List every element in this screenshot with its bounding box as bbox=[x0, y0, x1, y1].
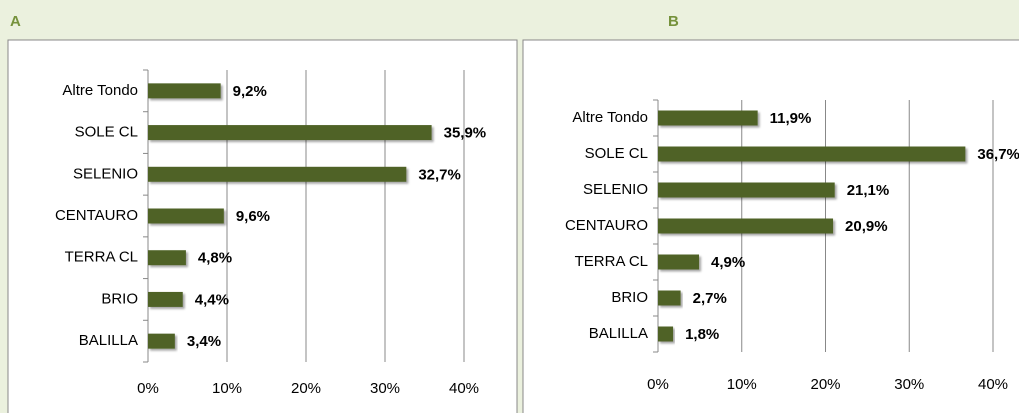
x-tick-label: 30% bbox=[894, 376, 924, 393]
bar bbox=[148, 291, 183, 307]
y-tick-label: CENTAURO bbox=[565, 217, 648, 234]
x-tick-label: 10% bbox=[212, 380, 242, 397]
y-tick-label: SOLE CL bbox=[585, 145, 648, 162]
x-tick-label: 40% bbox=[978, 376, 1008, 393]
y-tick-label: SELENIO bbox=[73, 165, 138, 182]
data-label: 11,9% bbox=[770, 110, 812, 127]
x-tick-label: 0% bbox=[137, 380, 159, 397]
chart-title: A bbox=[10, 13, 21, 30]
y-tick-label: Altre Tondo bbox=[572, 109, 648, 126]
bar bbox=[148, 208, 224, 224]
x-tick-label: 30% bbox=[370, 380, 400, 397]
data-label: 3,4% bbox=[187, 333, 221, 350]
data-label: 1,8% bbox=[685, 326, 719, 343]
bar bbox=[658, 290, 681, 306]
x-tick-label: 20% bbox=[291, 380, 321, 397]
data-label: 4,9% bbox=[711, 254, 745, 271]
bar bbox=[658, 182, 835, 198]
panel bbox=[7, 39, 518, 413]
data-label: 4,4% bbox=[195, 291, 229, 308]
data-label: 21,1% bbox=[847, 182, 890, 199]
bar bbox=[148, 83, 221, 99]
bar bbox=[658, 110, 758, 126]
data-label: 36,7% bbox=[977, 146, 1019, 163]
data-label: 9,2% bbox=[233, 83, 267, 100]
y-tick-label: BALILLA bbox=[79, 332, 138, 349]
data-label: 20,9% bbox=[845, 218, 888, 235]
bar bbox=[658, 218, 834, 234]
data-label: 32,7% bbox=[418, 166, 461, 183]
x-tick-label: 20% bbox=[810, 376, 840, 393]
bar bbox=[658, 146, 966, 162]
x-tick-label: 0% bbox=[647, 376, 669, 393]
y-tick-label: Altre Tondo bbox=[62, 82, 138, 99]
y-tick-label: CENTAURO bbox=[55, 207, 138, 224]
y-tick-label: TERRA CL bbox=[575, 253, 648, 270]
data-label: 2,7% bbox=[693, 290, 727, 307]
y-tick-label: BRIO bbox=[101, 290, 138, 307]
x-tick-label: 10% bbox=[727, 376, 757, 393]
y-tick-label: TERRA CL bbox=[65, 249, 138, 266]
chart-title: B bbox=[668, 13, 679, 30]
x-tick-label: 40% bbox=[449, 380, 479, 397]
y-tick-label: SELENIO bbox=[583, 181, 648, 198]
bar bbox=[658, 254, 700, 270]
data-label: 4,8% bbox=[198, 250, 232, 267]
data-label: 9,6% bbox=[236, 208, 270, 225]
bar bbox=[148, 166, 407, 182]
bar bbox=[658, 326, 674, 342]
bar bbox=[148, 250, 186, 266]
bar bbox=[148, 125, 432, 141]
y-tick-label: SOLE CL bbox=[75, 124, 138, 141]
data-label: 35,9% bbox=[444, 125, 487, 142]
y-tick-label: BALILLA bbox=[589, 325, 648, 342]
y-tick-label: BRIO bbox=[611, 289, 648, 306]
bar bbox=[148, 333, 175, 349]
